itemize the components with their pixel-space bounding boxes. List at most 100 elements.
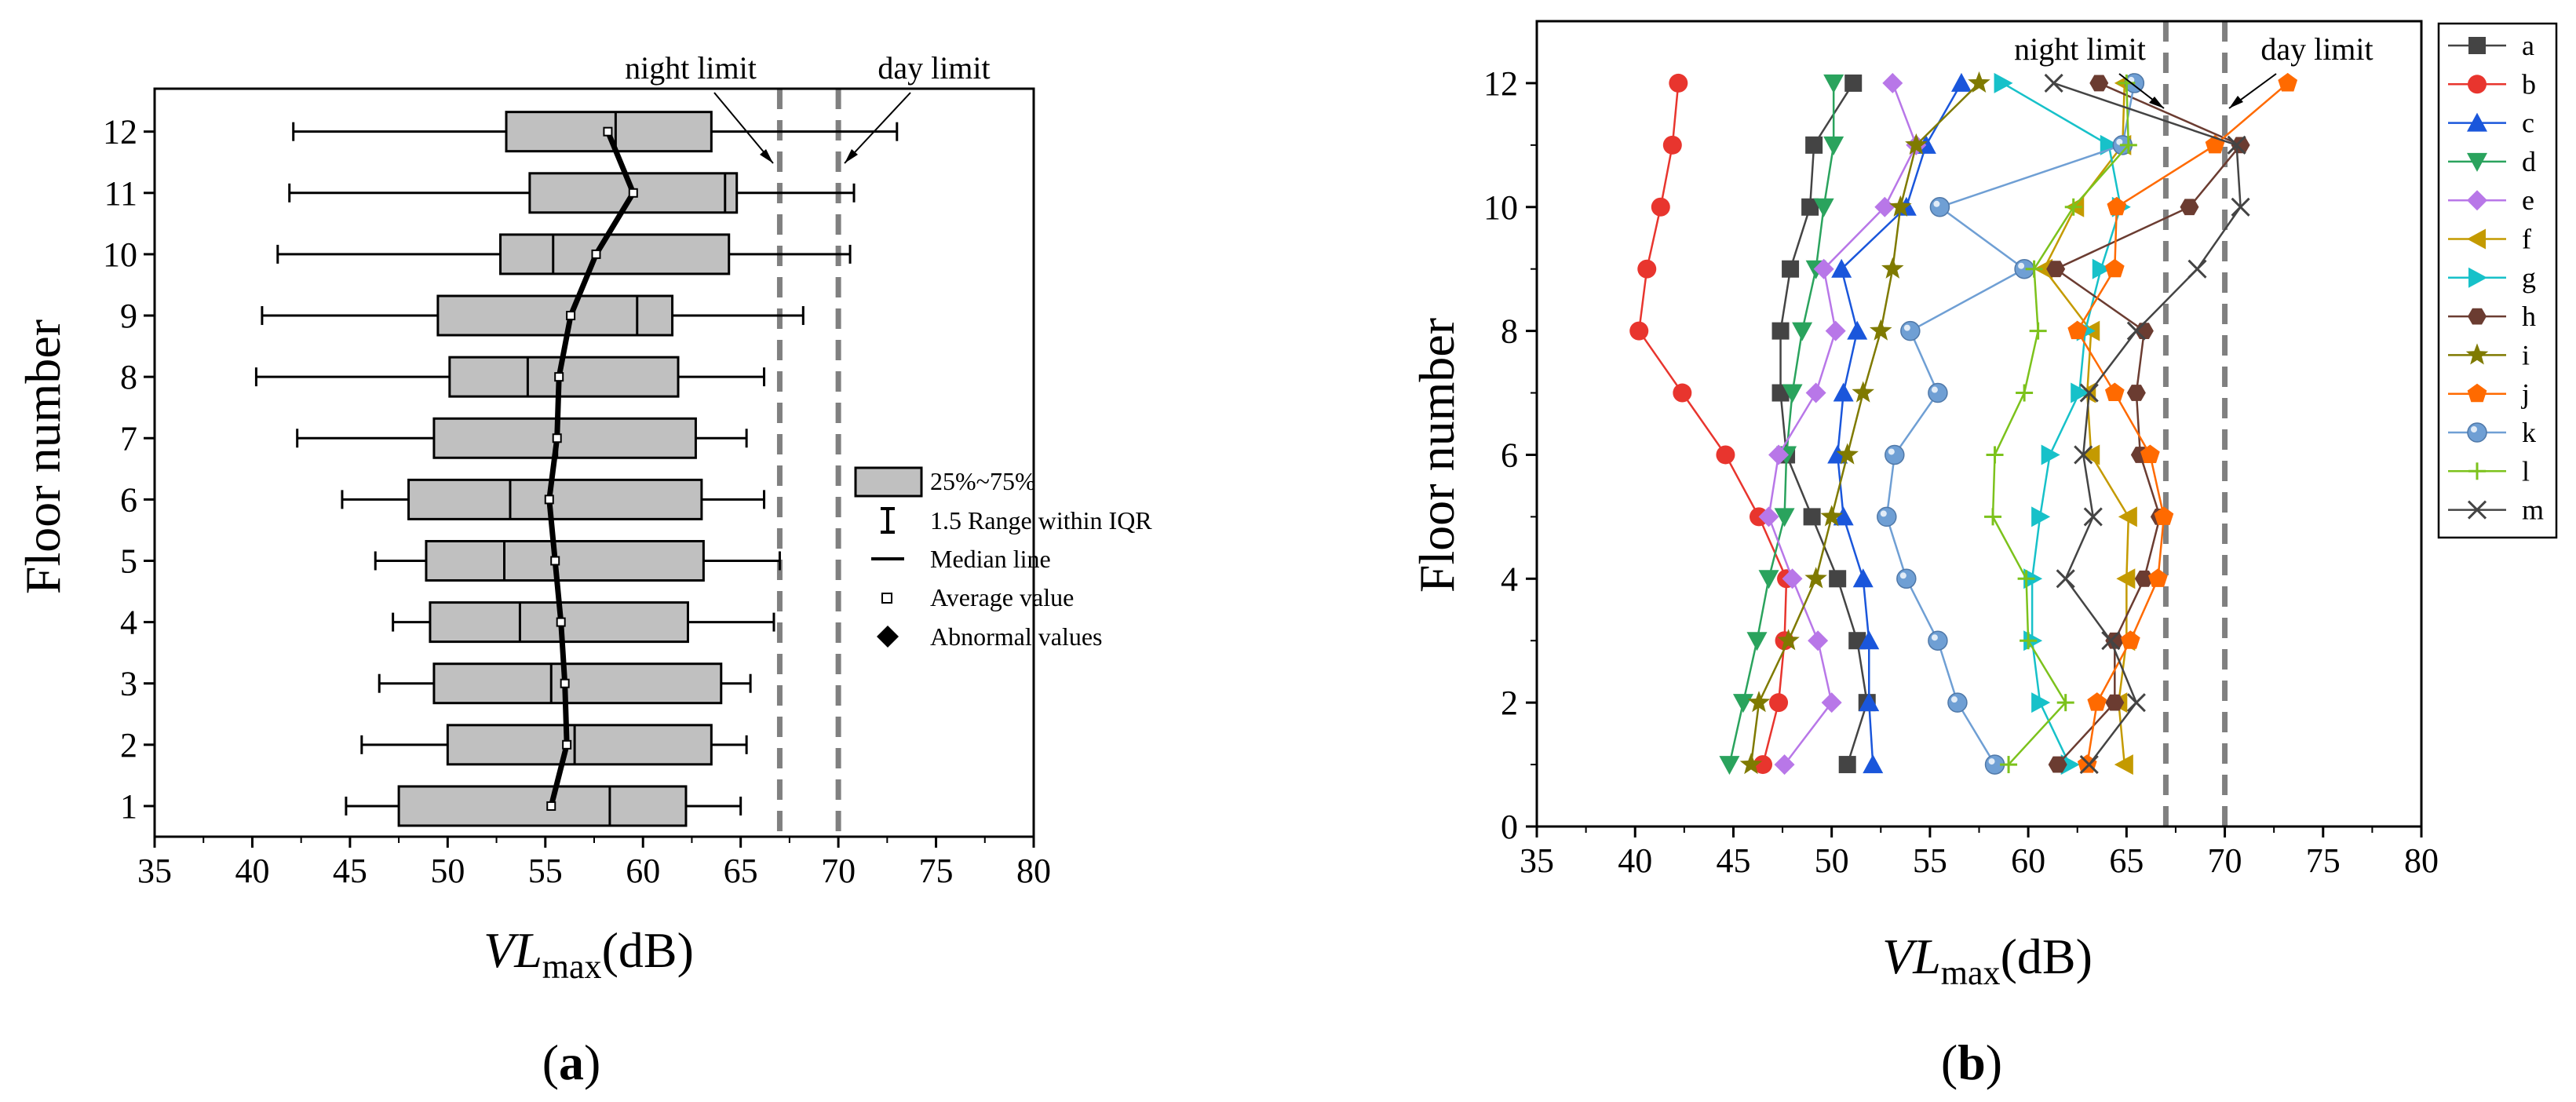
b-point-m <box>2079 755 2099 775</box>
b-point-c <box>1831 258 1852 278</box>
b-series-d <box>1719 74 1844 775</box>
b-legend-marker-shape <box>2467 190 2487 211</box>
b-legend-entry-b: b <box>2448 68 2536 100</box>
b-point-k <box>1885 444 1905 465</box>
a-y-tick-label: 8 <box>120 358 137 396</box>
b-y-tick-label: 6 <box>1501 436 1518 474</box>
b-point-i-shape <box>1747 691 1771 713</box>
b-point-i <box>1739 753 1763 775</box>
b-y-tick-label: 8 <box>1501 312 1518 351</box>
a-x-tick-label: 55 <box>528 852 563 890</box>
b-point-m-d2 <box>2187 259 2207 279</box>
b-point-i-shape <box>1804 567 1827 589</box>
a-mean-point <box>544 494 554 505</box>
b-point-h <box>2231 137 2250 154</box>
b-x-tick-label: 40 <box>1618 841 1652 880</box>
b-legend-marker-d2 <box>2467 500 2487 520</box>
b-legend-label: f <box>2522 224 2531 255</box>
b-point-m <box>2126 321 2146 341</box>
b-point-l <box>1984 508 2002 526</box>
b-point-k-shape <box>1928 382 1948 403</box>
b-point-f <box>2081 444 2100 465</box>
a-mean-point <box>566 311 576 321</box>
b-point-k-shape <box>1929 197 1950 217</box>
b-series-e <box>1758 72 1927 775</box>
a-x-tick-label: 45 <box>333 852 367 890</box>
b-point-j-shape <box>2278 72 2298 92</box>
b-point-m <box>2079 383 2099 403</box>
b-point-m <box>2187 259 2207 279</box>
b-legend-marker <box>2468 308 2487 325</box>
b-point-m <box>2074 445 2093 465</box>
a-mean-point <box>560 678 570 688</box>
b-legend-marker-shape <box>2468 308 2487 325</box>
b-point-g-shape <box>2092 258 2111 279</box>
b-point-k <box>1928 630 1948 651</box>
b-point-m <box>2227 135 2246 155</box>
b-point-a <box>1801 198 1819 216</box>
b-point-h-shape <box>2105 694 2125 711</box>
b-point-e-shape <box>1882 72 1903 93</box>
b-ref-label-night: night limit <box>2014 31 2146 67</box>
b-point-c <box>1833 382 1854 402</box>
b-point-b-shape <box>1662 135 1682 155</box>
a-arrowhead-night <box>760 149 773 163</box>
a-y-tick-label: 3 <box>120 665 137 703</box>
b-legend-marker-highlight <box>2471 426 2477 432</box>
b-point-b <box>1753 755 1773 775</box>
a-y-tick-label: 4 <box>120 604 137 642</box>
b-legend-entry-a: a <box>2448 30 2534 61</box>
a-box-floor-5 <box>374 539 781 582</box>
b-point-d <box>1746 632 1768 651</box>
b-point-h-shape <box>2105 632 2125 649</box>
b-point-f-shape <box>2034 258 2053 279</box>
b-point-f-shape <box>2118 506 2137 527</box>
b-point-l <box>1986 446 2004 464</box>
b-point-m-d2 <box>2074 445 2093 465</box>
b-legend-marker <box>2467 422 2487 443</box>
b-point-b-shape <box>1716 445 1735 465</box>
b-legend-entry-f: f <box>2448 224 2531 255</box>
b-point-e-shape <box>1758 506 1779 527</box>
b-point-k-shape <box>1947 692 1968 713</box>
b-point-k-highlight <box>1988 758 1995 765</box>
b-point-i-shape <box>1777 629 1800 651</box>
b-point-d-shape <box>1746 632 1768 651</box>
b-point-j <box>2104 382 2125 402</box>
b-point-i <box>1889 195 1912 217</box>
a-legend-outlier-swatch <box>877 626 899 648</box>
b-reference-lines <box>2162 21 2228 826</box>
b-point-h <box>2126 385 2146 401</box>
b-point-d <box>1758 570 1779 589</box>
b-point-i <box>1836 443 1859 465</box>
b-point-b <box>1673 383 1692 403</box>
b-series-line-i <box>1750 82 1980 765</box>
b-point-j <box>2104 258 2125 278</box>
b-y-tick-label: 10 <box>1483 188 1518 227</box>
b-point-c-shape <box>1859 630 1880 650</box>
b-point-m <box>2044 73 2063 93</box>
b-point-b-shape <box>1651 197 1670 217</box>
b-point-a-shape <box>1838 756 1856 774</box>
b-point-k-highlight <box>1880 510 1887 517</box>
b-legend-marker-shape <box>2468 267 2487 288</box>
b-point-h <box>2105 694 2125 711</box>
a-mean-line <box>544 126 638 811</box>
b-ref-label-day: day limit <box>2260 31 2373 67</box>
a-y-tick-label: 5 <box>120 542 137 580</box>
b-point-l <box>2025 260 2043 278</box>
b-point-l <box>2056 694 2074 712</box>
a-x-tick-label: 75 <box>919 852 954 890</box>
a-panel-label: (a) <box>542 1034 601 1090</box>
b-point-k-highlight <box>1888 448 1895 455</box>
b-point-b <box>1637 259 1657 279</box>
b-point-g <box>2031 506 2051 527</box>
b-legend-marker <box>2467 500 2487 520</box>
a-legend-outlier-label: Abnormal values <box>930 622 1103 651</box>
b-legend-label: a <box>2522 30 2534 61</box>
b-point-i-shape <box>1870 319 1892 341</box>
b-legend-marker <box>2465 343 2489 365</box>
a-box-floor-6 <box>341 478 766 520</box>
b-point-j <box>2140 444 2160 463</box>
